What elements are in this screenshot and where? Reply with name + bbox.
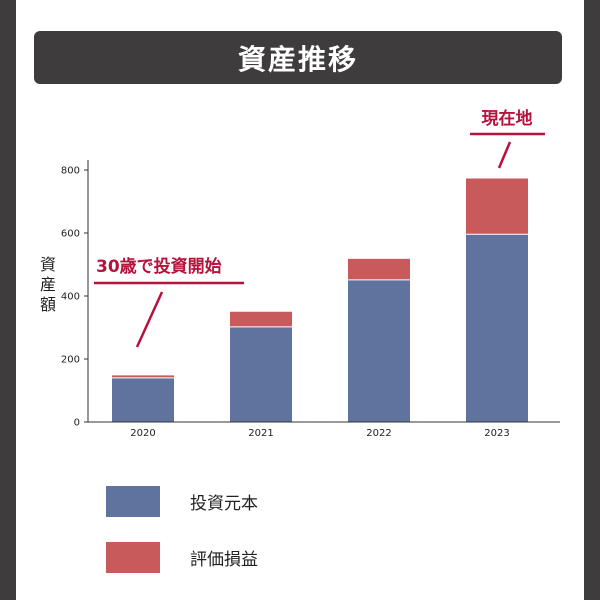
legend-item-principal: 投資元本 [106, 484, 258, 518]
bar-gain-2020 [112, 375, 174, 378]
bar-principal-2021 [230, 326, 292, 422]
legend-swatch-principal [106, 485, 160, 517]
x-tick-label-2021: 2021 [248, 428, 273, 439]
legend-label-gain: 評価損益 [190, 549, 258, 570]
y-tick-label-0: 0 [74, 418, 80, 429]
x-tick-label-2022: 2022 [366, 428, 391, 439]
title-bar: 資産推移 [34, 31, 562, 84]
y-axis-label-char: 額 [40, 295, 56, 314]
bar-principal-2022 [348, 279, 410, 422]
y-tick-label-800: 800 [61, 166, 80, 177]
bar-principal-2020 [112, 377, 174, 422]
bar-gain-2023 [466, 178, 528, 235]
annotation-now-pointer [497, 141, 512, 169]
y-tick-label-400: 400 [61, 292, 80, 303]
bar-gain-2021 [230, 311, 292, 327]
bar-principal-2023 [466, 234, 528, 422]
x-tick-label-2023: 2023 [484, 428, 509, 439]
x-tick-label-2020: 2020 [130, 428, 155, 439]
legend-item-gain: 評価損益 [106, 540, 258, 574]
y-tick-label-200: 200 [61, 355, 80, 366]
legend-label-principal: 投資元本 [190, 493, 258, 514]
legend: 投資元本 評価損益 [106, 484, 258, 596]
y-axis-label-char: 資 [40, 255, 56, 274]
annotation-start-pointer [135, 291, 164, 348]
page-title: 資産推移 [237, 42, 358, 76]
legend-swatch-gain [106, 541, 160, 573]
annotation-now-text: 現在地 [482, 108, 533, 129]
y-axis-label-char: 産 [40, 275, 56, 294]
annotation-start-text: 30歳で投資開始 [96, 256, 222, 277]
bar-gain-2022 [348, 258, 410, 280]
y-tick-label-600: 600 [61, 229, 80, 240]
